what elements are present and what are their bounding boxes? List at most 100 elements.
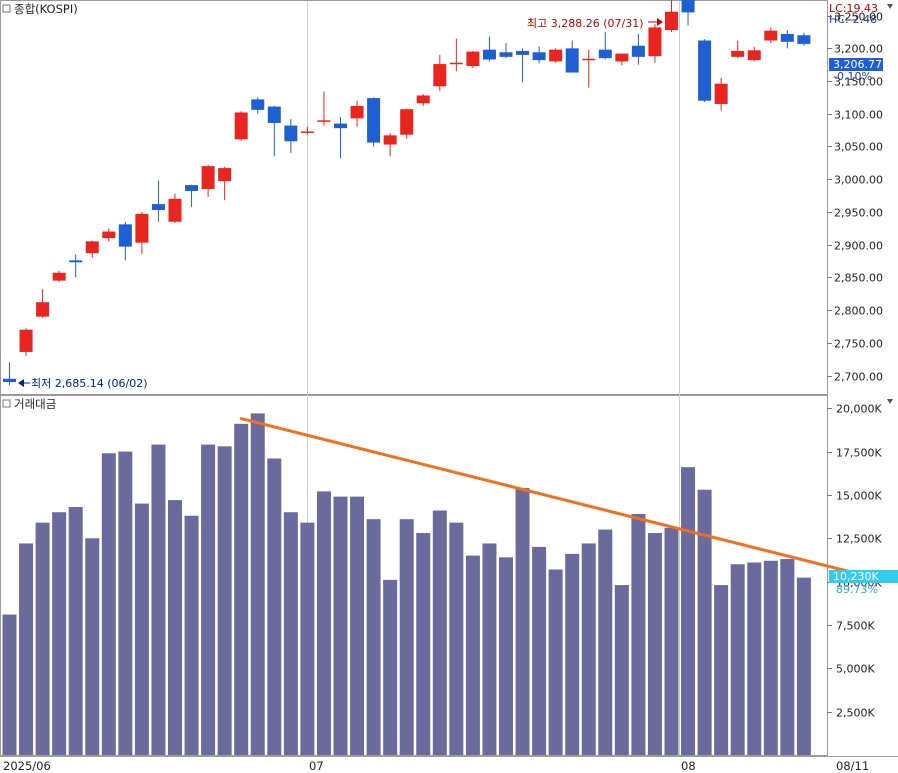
volume-bar bbox=[85, 538, 100, 755]
candle bbox=[433, 54, 447, 91]
candle-body bbox=[168, 198, 182, 222]
volume-tick-label: 17,500K bbox=[836, 447, 882, 460]
price-tick-label: 3,050.00 bbox=[834, 141, 883, 154]
high-annotation: 최고 3,288.26 (07/31) bbox=[527, 17, 663, 30]
candle-body bbox=[36, 302, 50, 317]
candle bbox=[69, 254, 83, 278]
candle-body bbox=[383, 135, 397, 145]
last-price-label: 3,206.77 bbox=[833, 58, 882, 71]
panel-toggle-icon[interactable] bbox=[2, 399, 11, 408]
last-price-badge bbox=[829, 58, 883, 71]
price-tick-label: 3,200.00 bbox=[834, 43, 883, 56]
candle-body bbox=[52, 272, 66, 281]
volume-bar bbox=[598, 529, 613, 755]
price-tick-label: 2,700.00 bbox=[834, 371, 883, 384]
volume-tick-label: 15,000K bbox=[836, 490, 882, 503]
volume-bar bbox=[333, 496, 348, 755]
volume-bar bbox=[52, 512, 67, 755]
candle-body bbox=[449, 62, 463, 65]
candle-body bbox=[797, 35, 811, 44]
candle bbox=[780, 30, 794, 49]
candle bbox=[499, 43, 513, 59]
volume-tick-label: 20,000K bbox=[836, 403, 882, 416]
candle bbox=[598, 31, 612, 60]
candle-body bbox=[466, 51, 480, 67]
volume-tick-label: 2,500K bbox=[836, 707, 875, 720]
candle bbox=[731, 40, 745, 59]
candle bbox=[168, 193, 182, 224]
volume-bar bbox=[184, 515, 199, 755]
candle bbox=[300, 126, 314, 135]
price-tick-label: 2,950.00 bbox=[834, 207, 883, 220]
candle bbox=[714, 77, 728, 111]
volume-bar bbox=[234, 423, 249, 755]
volume-scroll-arrow[interactable] bbox=[887, 399, 893, 404]
volume-tick-label: 12,500K bbox=[836, 533, 882, 546]
volume-bar bbox=[763, 560, 778, 755]
price-axis: 2,700.00 2,750.00 2,800.00 2,850.00 2,900.00… bbox=[827, 11, 883, 384]
volume-bars bbox=[2, 413, 811, 755]
volume-bar bbox=[614, 585, 629, 755]
candle-body bbox=[681, 0, 695, 13]
volume-trendline bbox=[239, 417, 875, 580]
volume-bar bbox=[730, 564, 745, 755]
candle bbox=[52, 270, 66, 282]
candle bbox=[267, 105, 281, 157]
volume-bar bbox=[432, 510, 447, 755]
candle-body bbox=[367, 98, 381, 143]
volume-bar bbox=[250, 413, 265, 755]
candle bbox=[334, 117, 347, 159]
candle bbox=[383, 133, 397, 157]
price-tick-label: 3,000.00 bbox=[834, 174, 883, 187]
volume-bar bbox=[565, 553, 580, 755]
candle-body bbox=[714, 83, 728, 104]
candle bbox=[317, 91, 331, 126]
candle-body bbox=[565, 48, 579, 73]
candle-body bbox=[665, 11, 678, 31]
volume-bar bbox=[350, 496, 365, 755]
candle bbox=[698, 39, 712, 103]
volume-panel-header: 거래대금 bbox=[2, 397, 56, 411]
chevron-down-icon[interactable] bbox=[887, 4, 893, 9]
price-tick-label: 2,900.00 bbox=[834, 240, 883, 253]
volume-bar bbox=[300, 522, 315, 755]
price-tick-label: 2,800.00 bbox=[834, 305, 883, 318]
candle-body bbox=[201, 166, 215, 190]
price-panel-header: 종합(KOSPI) bbox=[2, 2, 78, 16]
volume-bar bbox=[747, 562, 762, 755]
volume-bar bbox=[101, 453, 116, 755]
last-volume-label: 10,230K bbox=[833, 570, 879, 583]
volume-ratio-label: 89.73% bbox=[836, 583, 878, 596]
candle-body bbox=[102, 231, 116, 239]
price-scroll-arrow[interactable] bbox=[887, 4, 893, 9]
candle bbox=[19, 328, 33, 356]
price-panel-title: 종합(KOSPI) bbox=[14, 2, 78, 16]
volume-bar bbox=[647, 533, 662, 755]
volume-bar bbox=[267, 458, 282, 755]
candle bbox=[135, 211, 149, 254]
chevron-down-icon[interactable] bbox=[887, 399, 893, 404]
volume-bar bbox=[449, 522, 464, 755]
candle-body bbox=[334, 123, 347, 129]
volume-tick-label: 5,000K bbox=[836, 663, 875, 676]
candle-body bbox=[747, 50, 761, 61]
volume-bar bbox=[499, 557, 513, 755]
volume-bar bbox=[548, 569, 563, 755]
candle bbox=[102, 228, 116, 242]
candle-body bbox=[780, 33, 794, 42]
panel-toggle-icon[interactable] bbox=[2, 4, 11, 13]
volume-bar bbox=[168, 500, 182, 755]
volume-bar bbox=[664, 527, 679, 755]
volume-bar bbox=[151, 444, 166, 755]
volume-bar bbox=[714, 585, 729, 755]
low-arrow-head-icon bbox=[18, 379, 24, 387]
candle bbox=[631, 33, 645, 65]
volume-bar bbox=[68, 507, 83, 755]
change-label: -0.10% bbox=[833, 70, 872, 83]
candle-body bbox=[400, 109, 414, 135]
volume-bar bbox=[515, 487, 530, 755]
candle bbox=[615, 53, 629, 66]
candle-body bbox=[267, 106, 281, 123]
candle bbox=[151, 180, 165, 222]
volume-bar bbox=[283, 512, 298, 755]
